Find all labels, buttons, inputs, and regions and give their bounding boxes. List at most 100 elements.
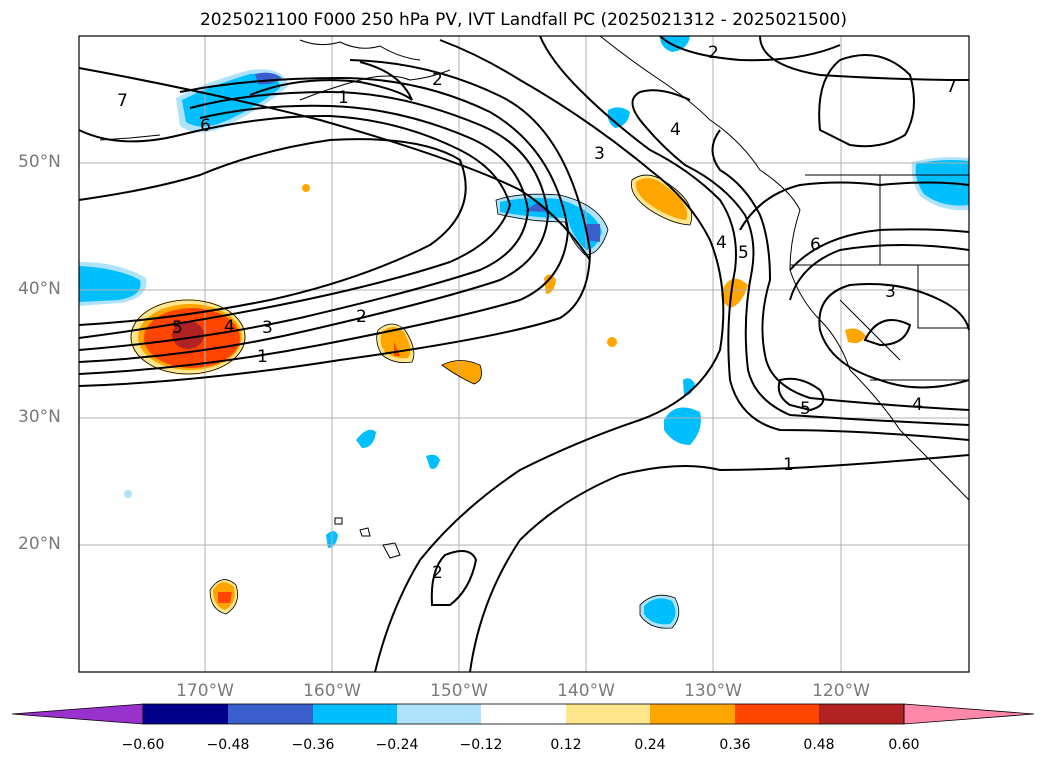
lon-label: 150°W: [430, 681, 488, 701]
positive-anomaly: [544, 274, 556, 294]
negative-anomaly: [664, 407, 701, 445]
positive-anomaly: [442, 360, 482, 384]
colorbar-tick: −0.24: [375, 737, 419, 753]
contour-line: [78, 138, 467, 326]
positive-anomaly-max: [172, 321, 204, 349]
colorbar-segment: [143, 704, 228, 724]
contour-line: [430, 550, 478, 606]
colorbar-extend-low: [11, 703, 144, 725]
border: [839, 299, 901, 361]
contour-line: [863, 319, 912, 347]
colorbar-tick: −0.48: [206, 737, 250, 753]
lat-label: 40°N: [18, 279, 61, 299]
negative-anomaly: [79, 266, 141, 302]
anomaly-outlines: [130, 174, 693, 629]
lat-label: 20°N: [18, 534, 61, 554]
contour-label: 5: [738, 243, 749, 263]
contour-label: 2: [356, 307, 367, 327]
colorbar-tick: 0.60: [888, 737, 920, 753]
contour-label: 5: [800, 399, 811, 419]
negative-anomaly: [644, 598, 676, 625]
contour-line: [78, 90, 550, 363]
contour-label: 3: [885, 282, 896, 302]
colorbar-tick: 0.36: [719, 737, 751, 753]
colorbar-segment: [650, 704, 735, 724]
negative-anomaly-light: [124, 490, 132, 498]
contour-label: 4: [716, 233, 727, 253]
contour-line: [739, 181, 970, 231]
contour-line: [539, 35, 970, 441]
colorbar-segment: [313, 704, 397, 724]
positive-anomaly: [635, 178, 688, 220]
colorbar-segment: [735, 704, 819, 724]
contour-line: [631, 89, 970, 426]
gridlines: [79, 36, 969, 672]
colorbar-tick: −0.12: [459, 737, 503, 753]
negative-anomaly: [607, 107, 630, 128]
contour-label: 4: [224, 317, 235, 337]
colorbar-extend-high: [903, 703, 1035, 725]
contour-line: [374, 39, 725, 673]
lon-label: 140°W: [557, 681, 615, 701]
contour-label: 2: [708, 43, 719, 63]
contour-label: 3: [262, 318, 273, 338]
positive-anomaly: [721, 278, 748, 308]
coastline-hawaii: [334, 517, 343, 525]
colorbar-tick: −0.60: [121, 737, 165, 753]
contour-line: [78, 114, 512, 339]
map-frame: [78, 35, 970, 673]
border: [917, 265, 969, 329]
coastline-hawaii: [382, 542, 401, 559]
colorbar-tick: 0.48: [803, 737, 835, 753]
lat-label: 50°N: [18, 152, 61, 172]
coastlines: [99, 35, 970, 559]
positive-anomaly: [607, 337, 617, 347]
colorbar-segment: [481, 704, 566, 724]
contour-line: [789, 244, 970, 301]
coastline: [599, 35, 970, 501]
coastline-aleutians: [99, 134, 161, 141]
contour-label: 7: [946, 77, 957, 97]
contour-line: [78, 104, 530, 351]
negative-anomaly: [356, 429, 376, 448]
contour-label: 6: [810, 235, 821, 255]
contour-labels: 7 6 1 2 3 4 5 4 5 3 2 1 6 3 4 5 1 2 2 4 …: [117, 43, 957, 583]
contour-label: 1: [783, 455, 794, 475]
contour-label: 4: [912, 395, 923, 415]
contour-line: [249, 61, 413, 101]
contour-line: [78, 59, 592, 387]
contour-label: 2: [432, 70, 443, 90]
coastline-hawaii: [359, 527, 371, 537]
colorbar: [11, 703, 1035, 725]
contour-line: [777, 377, 825, 412]
contour-line: [659, 35, 841, 62]
positive-anomaly: [302, 184, 310, 192]
lon-label: 130°W: [684, 681, 742, 701]
contour-label: 5: [172, 318, 183, 338]
colorbar-outline: [142, 703, 905, 725]
colorbar-tick: −0.36: [291, 737, 335, 753]
colorbar-segment: [566, 704, 650, 724]
lon-label: 160°W: [303, 681, 361, 701]
lon-label: 170°W: [176, 681, 234, 701]
coastline: [299, 39, 421, 61]
contour-label: 4: [670, 120, 681, 140]
negative-anomaly-strong: [524, 203, 548, 212]
contour-line: [818, 283, 970, 389]
negative-anomaly: [426, 454, 440, 469]
colorbar-tick: 0.12: [550, 737, 582, 753]
colorbar-segment: [819, 704, 904, 724]
contour-label: 2: [432, 563, 443, 583]
contour-label: 7: [117, 91, 128, 111]
positive-anomaly-strong: [218, 592, 232, 603]
contour-line: [469, 454, 970, 673]
figure-title: 2025021100 F000 250 hPa PV, IVT Landfall…: [199, 10, 847, 30]
colorbar-tick: 0.24: [634, 737, 666, 753]
contour-line: [711, 129, 970, 411]
contour-label: 3: [594, 144, 605, 164]
contour-label: 1: [338, 88, 349, 108]
coastline: [299, 69, 451, 101]
positive-anomaly: [845, 328, 866, 344]
colorbar-segment: [397, 704, 481, 724]
